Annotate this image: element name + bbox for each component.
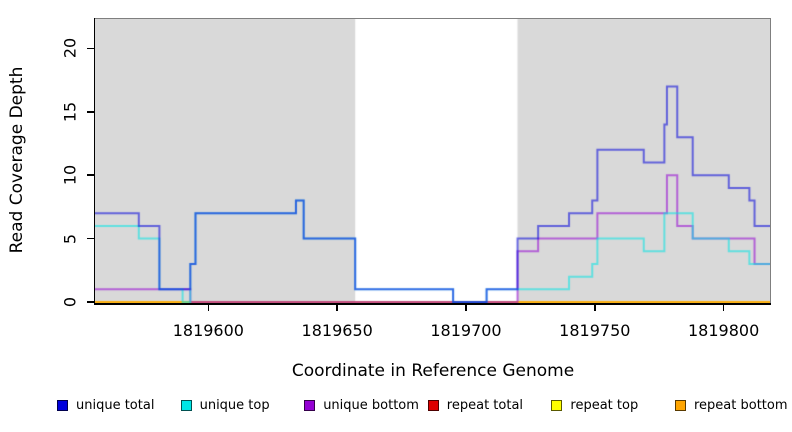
- legend-item-unique-bottom: unique bottom: [304, 398, 419, 413]
- legend-swatch-icon: [304, 400, 316, 411]
- legend-label: repeat total: [446, 398, 524, 413]
- y-tick-label: 20: [60, 38, 80, 59]
- x-tick-label: 1819800: [687, 321, 760, 340]
- x-tick-mark: [465, 304, 467, 311]
- x-tick-label: 1819600: [172, 321, 244, 340]
- legend-label: unique total: [76, 398, 155, 413]
- y-tick-mark: [87, 111, 94, 113]
- y-axis-title: Read Coverage Depth: [7, 66, 27, 254]
- x-tick-mark: [594, 304, 596, 311]
- x-axis-line: [93, 303, 771, 305]
- y-tick-label: 10: [60, 165, 80, 186]
- legend-swatch-icon: [427, 400, 439, 411]
- legend-label: unique bottom: [323, 398, 419, 413]
- y-tick-mark: [87, 301, 94, 303]
- y-axis-line: [93, 18, 95, 303]
- legend-label: unique top: [199, 398, 270, 413]
- x-tick-label: 1819650: [301, 321, 373, 340]
- legend-item-repeat-top: repeat top: [551, 398, 638, 413]
- legend-swatch-icon: [180, 400, 192, 411]
- y-tick-label: 15: [60, 101, 80, 122]
- x-tick-mark: [207, 304, 210, 311]
- y-tick-mark: [87, 174, 94, 176]
- legend-item-repeat-total: repeat total: [427, 398, 524, 413]
- legend-swatch-icon: [675, 400, 686, 411]
- legend-item-unique-total: unique total: [57, 398, 154, 413]
- legend-item-unique-top: unique top: [180, 398, 270, 413]
- legend-swatch-icon: [551, 400, 563, 411]
- plot-canvas: [95, 18, 770, 303]
- y-tick-label: 0: [60, 296, 80, 308]
- legend-item-repeat-bottom: repeat bottom: [675, 398, 788, 413]
- y-tick-label: 5: [60, 233, 80, 244]
- x-tick-label: 1819700: [430, 321, 502, 340]
- legend-swatch-icon: [57, 400, 68, 411]
- x-axis-title: Coordinate in Reference Genome: [291, 361, 575, 381]
- x-tick-label: 1819750: [559, 321, 631, 340]
- y-tick-mark: [87, 47, 94, 50]
- legend-label: repeat bottom: [694, 398, 788, 413]
- legend-label: repeat top: [570, 398, 639, 413]
- x-tick-mark: [722, 304, 725, 311]
- x-tick-mark: [336, 304, 338, 311]
- y-tick-mark: [87, 237, 94, 240]
